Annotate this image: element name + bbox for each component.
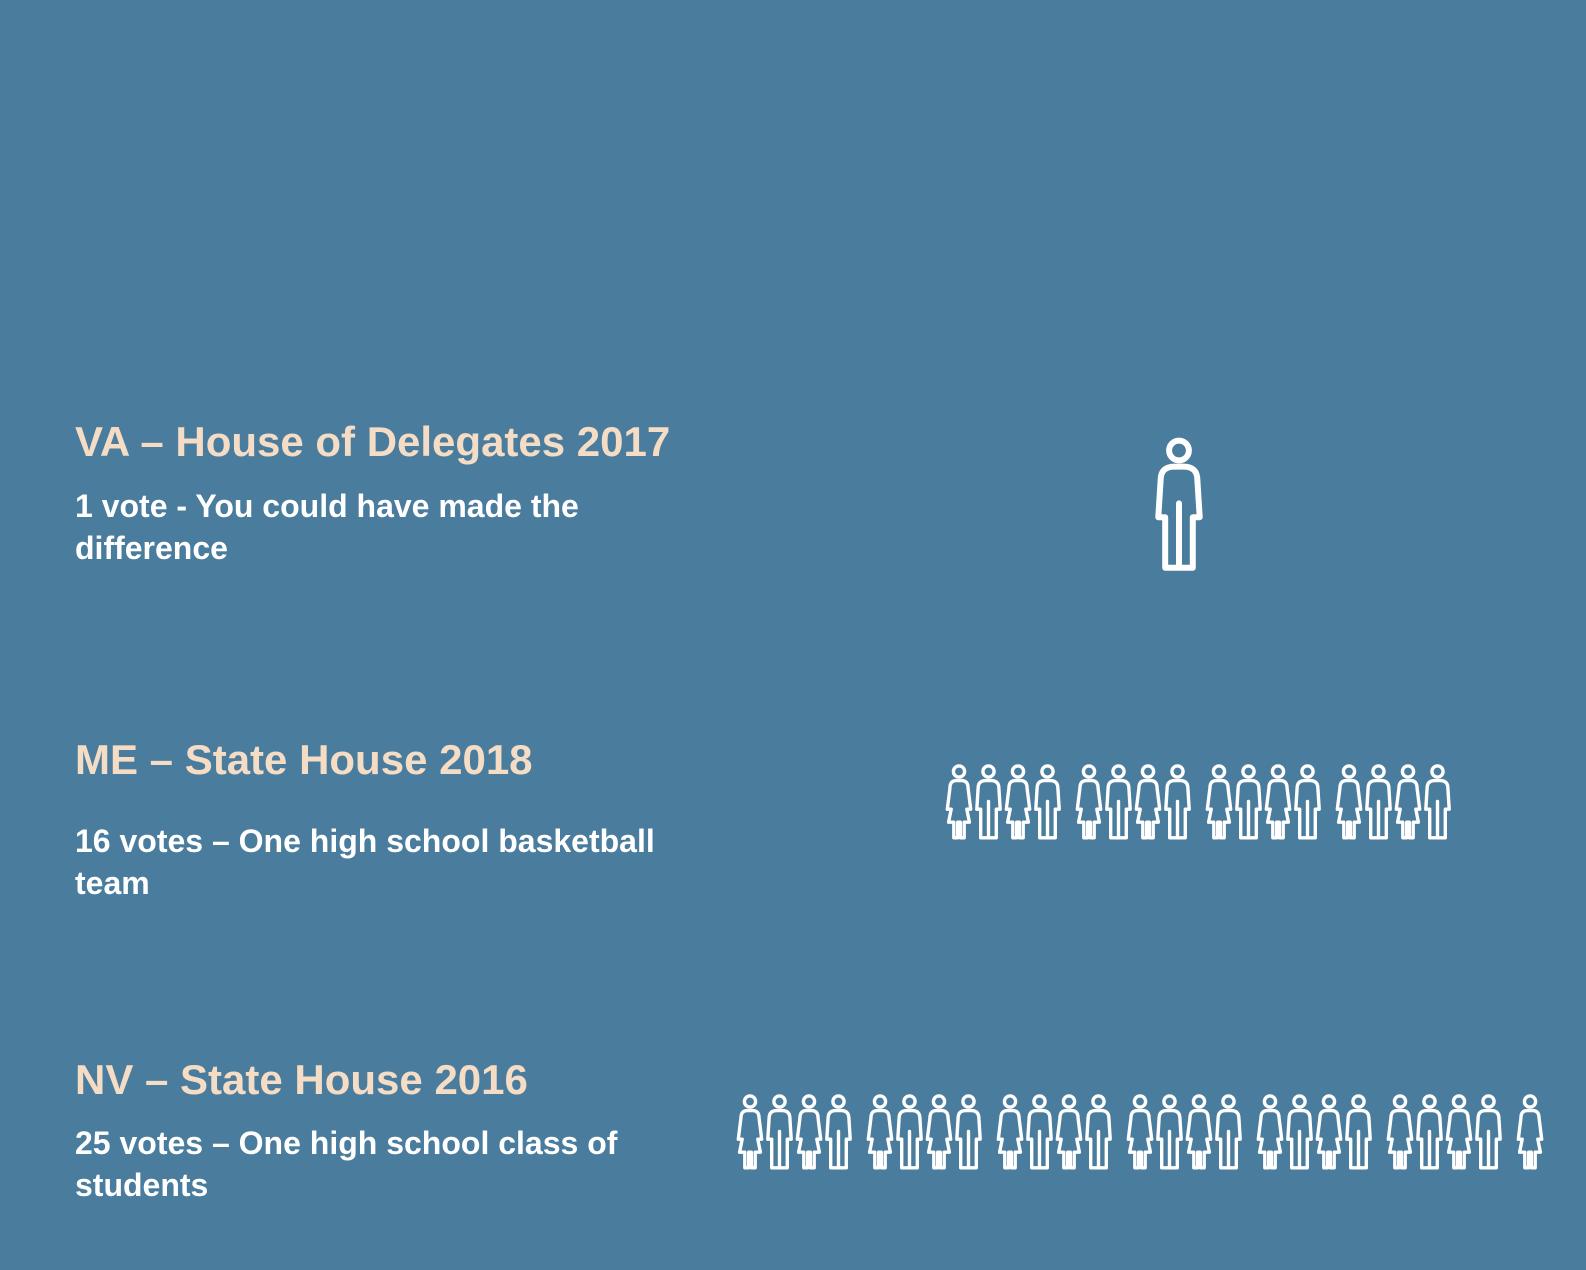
male-person-icon [1424, 764, 1451, 840]
female-person-icon [1256, 1094, 1284, 1170]
male-person-icon [975, 764, 1002, 840]
person-icon [1155, 437, 1203, 571]
female-person-icon [1264, 764, 1292, 840]
female-person-icon [1315, 1094, 1343, 1170]
male-person-icon [1034, 764, 1061, 840]
row-subtitle: 16 votes – One high school basketball te… [75, 823, 655, 901]
male-person-icon [1294, 764, 1321, 840]
female-person-icon [866, 1094, 894, 1170]
male-person-icon [1235, 764, 1262, 840]
row-title: VA – House of Delegates 2017 [75, 418, 671, 465]
female-person-icon [996, 1094, 1024, 1170]
vote-icons [1155, 437, 1203, 571]
male-person-icon [1365, 764, 1392, 840]
row-subtitle: 25 votes – One high school class of stud… [75, 1125, 618, 1203]
male-person-icon [1215, 1094, 1242, 1170]
vote-icons [736, 1094, 1544, 1170]
male-person-icon [1105, 764, 1132, 840]
row-title: ME – State House 2018 [75, 736, 533, 783]
male-person-icon [1085, 1094, 1112, 1170]
male-person-icon [1475, 1094, 1502, 1170]
female-person-icon [1075, 764, 1103, 840]
row-subtitle: 1 vote - You could have made the differe… [75, 488, 579, 566]
male-person-icon [1164, 764, 1191, 840]
female-person-icon [1185, 1094, 1213, 1170]
female-person-icon [1205, 764, 1233, 840]
male-person-icon [955, 1094, 982, 1170]
male-person-icon [1156, 1094, 1183, 1170]
female-person-icon [1394, 764, 1422, 840]
female-person-icon [1386, 1094, 1414, 1170]
row-title: NV – State House 2016 [75, 1056, 528, 1103]
male-person-icon [1345, 1094, 1372, 1170]
female-person-icon [1004, 764, 1032, 840]
male-person-icon [1416, 1094, 1443, 1170]
female-person-icon [945, 764, 973, 840]
male-person-icon [825, 1094, 852, 1170]
female-person-icon [1516, 1094, 1544, 1170]
female-person-icon [736, 1094, 764, 1170]
female-person-icon [1134, 764, 1162, 840]
female-person-icon [1335, 764, 1363, 840]
male-person-icon [766, 1094, 793, 1170]
female-person-icon [1126, 1094, 1154, 1170]
male-person-icon [1026, 1094, 1053, 1170]
male-person-icon [1286, 1094, 1313, 1170]
female-person-icon [795, 1094, 823, 1170]
female-person-icon [925, 1094, 953, 1170]
female-person-icon [1445, 1094, 1473, 1170]
female-person-icon [1055, 1094, 1083, 1170]
male-person-icon [896, 1094, 923, 1170]
vote-icons [945, 764, 1451, 840]
